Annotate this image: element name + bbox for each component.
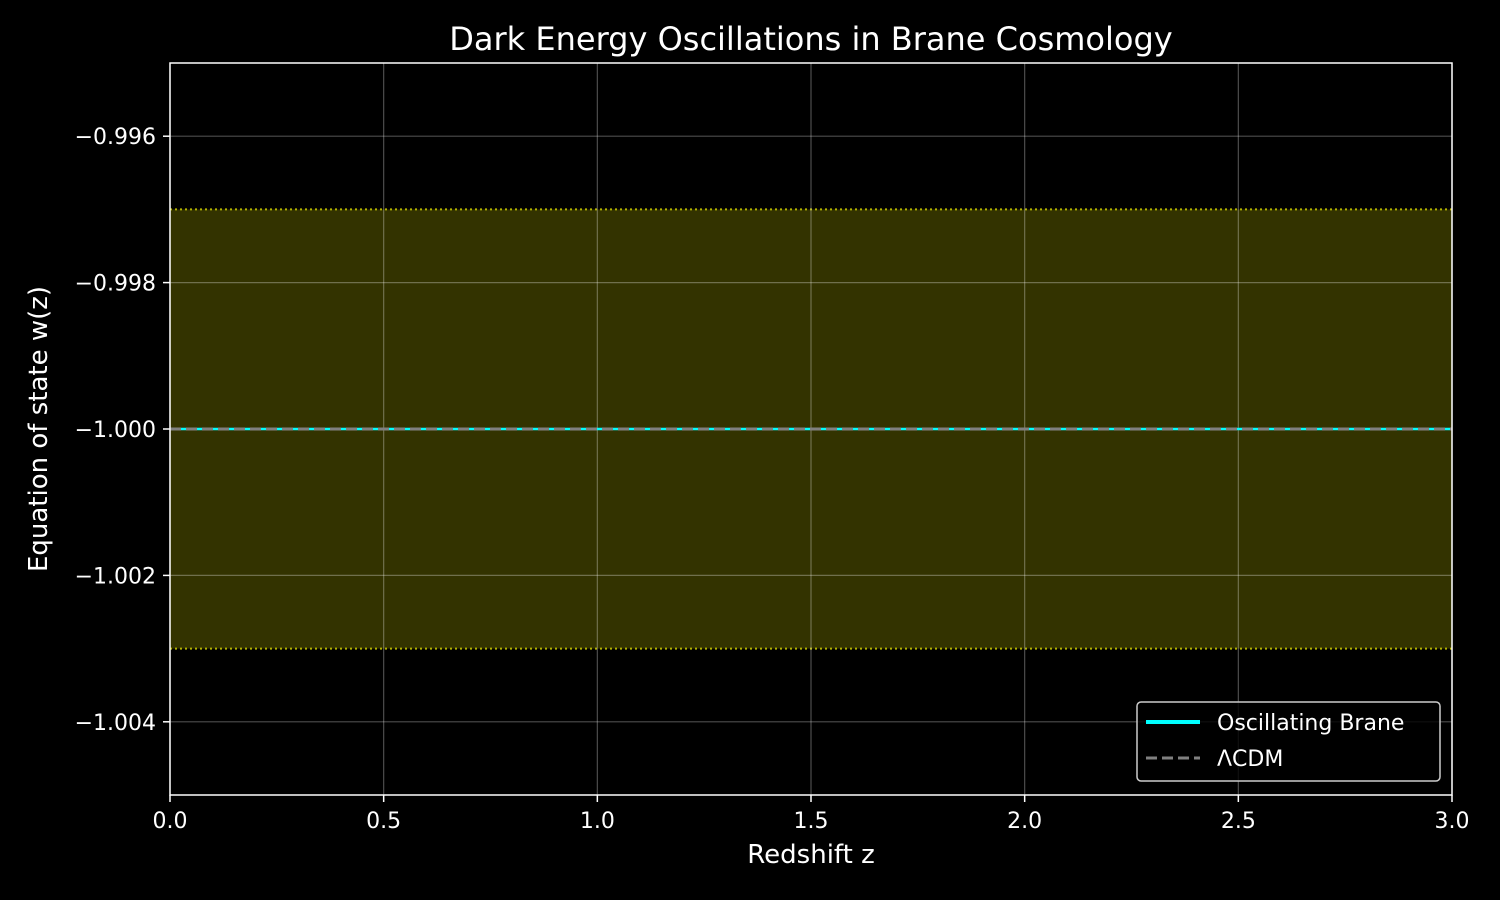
x-tick-label: 1.0: [580, 809, 615, 834]
x-tick-label: 0.0: [153, 809, 188, 834]
x-tick-label: 2.5: [1221, 809, 1256, 834]
legend: Oscillating Brane ΛCDM: [1136, 701, 1441, 782]
y-axis-label: Equation of state w(z): [24, 286, 54, 572]
x-tick-label: 1.5: [794, 809, 829, 834]
y-tick-label: −1.000: [75, 418, 156, 443]
y-tick-label: −1.002: [75, 564, 156, 589]
y-tick-label: −0.998: [75, 272, 156, 297]
x-axis-label: Redshift z: [747, 840, 874, 870]
y-tick-label: −0.996: [75, 125, 156, 150]
y-ticks: −0.996 −0.998 −1.000 −1.002 −1.004: [75, 125, 170, 736]
legend-label-oscillating-brane: Oscillating Brane: [1217, 711, 1404, 736]
y-tick-label: −1.004: [75, 711, 156, 736]
legend-box: [1136, 701, 1441, 782]
chart-title: Dark Energy Oscillations in Brane Cosmol…: [449, 20, 1172, 58]
x-tick-label: 2.0: [1007, 809, 1042, 834]
x-tick-label: 0.5: [366, 809, 401, 834]
x-ticks: 0.0 0.5 1.0 1.5 2.0 2.5 3.0: [153, 795, 1470, 834]
legend-label-lcdm: ΛCDM: [1217, 747, 1283, 772]
x-tick-label: 3.0: [1435, 809, 1470, 834]
